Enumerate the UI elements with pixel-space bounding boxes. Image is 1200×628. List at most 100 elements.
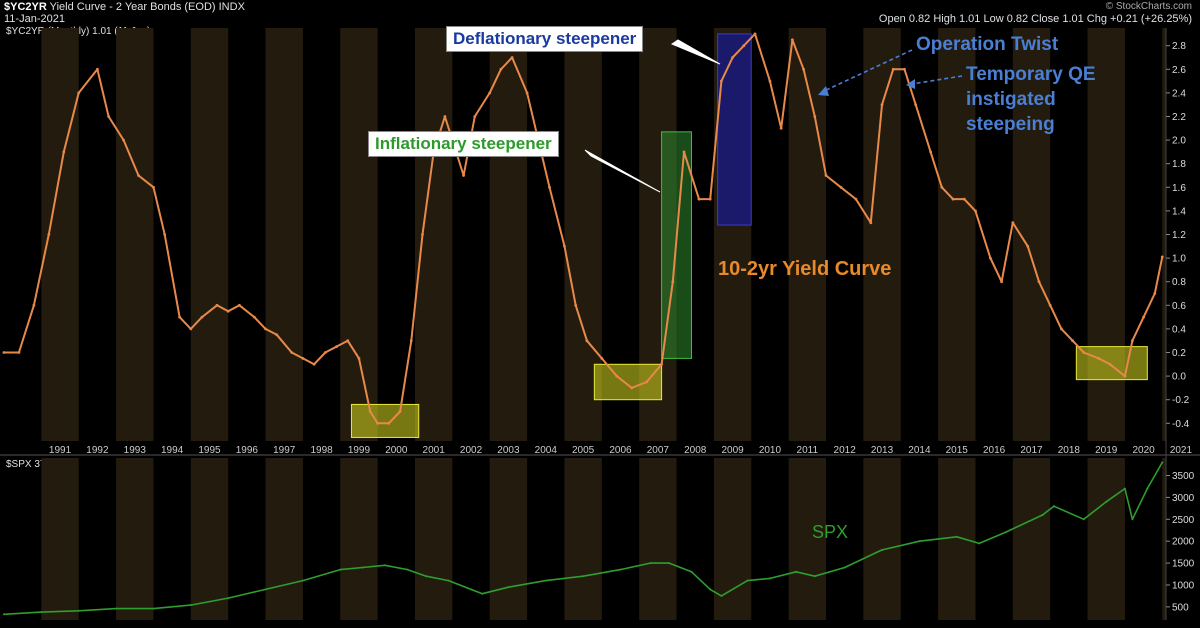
band-bottom — [564, 458, 602, 620]
highlight-boxes — [350, 33, 1148, 438]
yield-curve-label: 10-2yr Yield Curve — [718, 258, 892, 280]
operation-twist-label: Operation Twist — [916, 34, 1059, 55]
band-bottom — [41, 458, 79, 620]
yield-curve-point — [563, 244, 566, 248]
spx-point — [115, 607, 118, 610]
x-tick-label: 2007 — [647, 445, 670, 456]
spx-point — [152, 607, 155, 610]
band-top — [340, 28, 378, 441]
yield-curve-point — [462, 174, 465, 177]
spx-point — [406, 568, 409, 571]
band-bottom — [863, 458, 901, 620]
spx-point — [1082, 518, 1085, 521]
x-tick-label: 2009 — [721, 445, 744, 456]
yield-curve-point — [903, 67, 906, 71]
top-y-tick-label: 0.6 — [1172, 301, 1186, 312]
x-tick-label: 2011 — [797, 445, 819, 456]
x-tick-label: 2002 — [460, 445, 483, 456]
x-tick-label: 1999 — [348, 445, 371, 456]
spx-point — [227, 597, 230, 600]
spx-point — [507, 586, 510, 589]
x-tick-label: 1998 — [310, 445, 333, 456]
yield-curve-point — [163, 233, 167, 236]
top-y-tick-label: 1.6 — [1172, 183, 1186, 194]
yield-curve-point — [32, 303, 36, 307]
spx-point — [649, 562, 652, 565]
band-bottom — [639, 458, 677, 620]
yield-curve-point — [731, 56, 734, 59]
yield-curve-point — [974, 209, 977, 213]
yield-curve-point — [137, 174, 140, 177]
yield-curve-point — [929, 150, 933, 154]
band-top — [1162, 28, 1166, 441]
spx-point — [795, 570, 798, 573]
yield-curve-point — [152, 185, 155, 189]
spx-point — [1131, 518, 1134, 521]
yield-curve-point — [839, 185, 843, 189]
spx-point — [1041, 513, 1044, 516]
x-tick-label: 2017 — [1020, 445, 1043, 456]
yield-curve-point — [779, 126, 783, 130]
yield-curve-point — [1011, 221, 1015, 225]
yield-curve-point — [1037, 280, 1041, 284]
temporary-qe-arrowhead — [906, 79, 915, 89]
spx-point — [1105, 500, 1108, 503]
spx-point — [544, 579, 547, 582]
yield-curve-point — [215, 303, 219, 307]
yield-curve-point — [96, 67, 99, 71]
annotation-arrows — [584, 39, 963, 193]
spx-point — [690, 570, 693, 573]
band-top — [863, 28, 901, 441]
temporary-qe-label-3: steepeing — [966, 114, 1055, 135]
yield-curve-point — [988, 256, 992, 260]
band-bottom — [713, 458, 752, 620]
bottom-legend: $SPX 3798.88 — [6, 459, 71, 470]
bottom-y-tick-label: 3500 — [1172, 471, 1195, 482]
yield-curve-point — [753, 32, 757, 36]
spx-point — [40, 611, 43, 614]
yield-curve-point — [62, 150, 66, 154]
spx-point — [720, 594, 723, 597]
spx-point — [813, 575, 816, 578]
blue-box — [717, 33, 752, 226]
yield-curve-point — [1097, 357, 1101, 360]
description: Yield Curve - 2 Year Bonds (EOD) — [49, 1, 216, 13]
x-tick-label: 2016 — [983, 445, 1006, 456]
band-bottom — [788, 458, 826, 620]
yield-curve-point — [574, 303, 578, 307]
yield-curve-point — [237, 303, 241, 307]
band-bottom — [116, 458, 154, 620]
x-tick-label: 2020 — [1132, 445, 1155, 456]
yield-curve-point — [77, 91, 81, 95]
inflationary-callout: Inflationary steepener — [368, 131, 559, 157]
x-tick-label: 1991 — [49, 445, 72, 456]
yield-curve-point — [421, 233, 424, 236]
band-top — [1012, 28, 1051, 441]
yield-curve-point — [409, 339, 413, 343]
yield-curve-point — [488, 91, 492, 95]
spx-point — [955, 535, 958, 538]
band-bottom — [414, 458, 453, 620]
top-y-tick-label: 0.0 — [1172, 372, 1186, 383]
bottom-y-tick-label: 3000 — [1172, 493, 1195, 504]
yield-curve-point — [1026, 244, 1030, 248]
band-bottom — [340, 458, 378, 620]
spx-point — [77, 609, 80, 612]
yield-curve-point — [914, 103, 918, 107]
yellow-box-2000 — [350, 403, 420, 438]
spx-point — [339, 568, 342, 571]
yield-curve-point — [376, 421, 380, 425]
spx-point — [384, 564, 387, 567]
x-tick-label: 2012 — [834, 445, 857, 456]
yield-curve-point — [951, 197, 955, 201]
band-top — [116, 28, 154, 441]
yield-curve-point — [525, 91, 529, 95]
spx-line — [3, 461, 1164, 616]
spx-point — [1004, 531, 1007, 534]
axes: -0.4 -0.2 0.0 0.2 0.4 0.6 0.8 1.0 1.2 1.4 1.6 1.8 2.… — [0, 28, 1200, 620]
x-tick-label: 2008 — [684, 445, 707, 456]
yield-curve-point — [962, 197, 966, 201]
x-tick-label: 2006 — [609, 445, 632, 456]
top-y-tick-label: 2.4 — [1172, 88, 1186, 99]
